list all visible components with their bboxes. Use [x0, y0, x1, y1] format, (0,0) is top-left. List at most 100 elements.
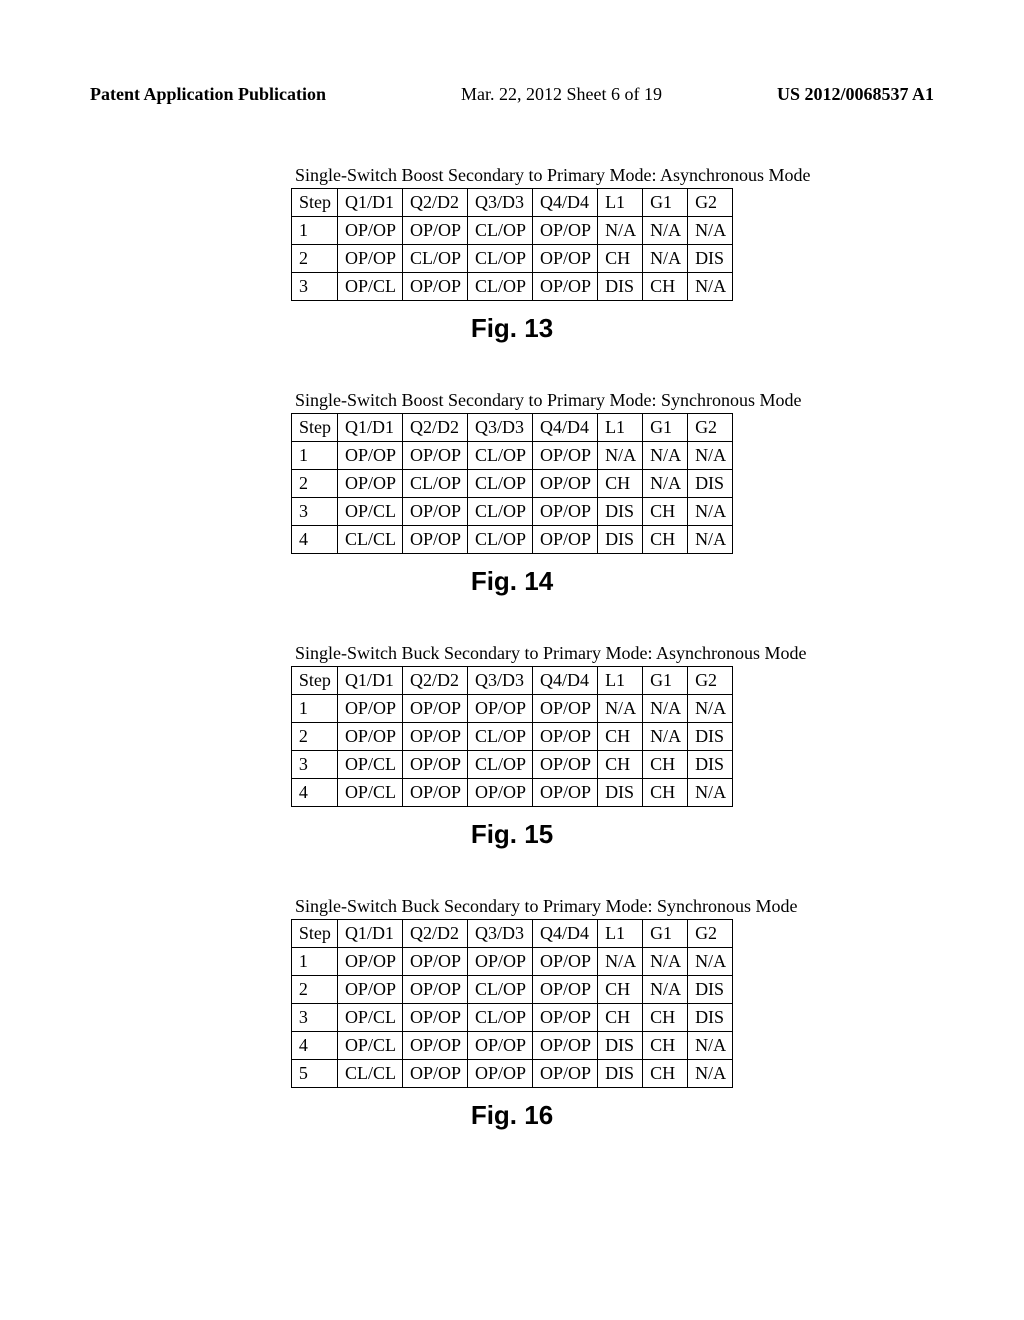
table-cell: 2 — [291, 245, 337, 273]
table-header-cell: Q2/D2 — [402, 414, 467, 442]
figure-label: Fig. 16 — [90, 1100, 934, 1131]
table-cell: CL/OP — [468, 245, 533, 273]
table-row: 2OP/OPOP/OPCL/OPOP/OPCHN/ADIS — [291, 976, 732, 1004]
table-row: 2OP/OPCL/OPCL/OPOP/OPCHN/ADIS — [291, 470, 732, 498]
figure-block: Single-Switch Boost Secondary to Primary… — [90, 165, 934, 344]
table-header-cell: Q1/D1 — [337, 414, 402, 442]
table-cell: OP/CL — [337, 273, 402, 301]
table-cell: CH — [643, 273, 688, 301]
table-cell: OP/OP — [468, 779, 533, 807]
table-cell: OP/OP — [402, 217, 467, 245]
table-cell: 5 — [291, 1060, 337, 1088]
table-row: 2OP/OPOP/OPCL/OPOP/OPCHN/ADIS — [291, 723, 732, 751]
table-cell: N/A — [688, 442, 733, 470]
table-header-cell: Q3/D3 — [468, 920, 533, 948]
table-cell: OP/OP — [337, 695, 402, 723]
table-cell: OP/OP — [337, 723, 402, 751]
table-cell: 1 — [291, 442, 337, 470]
table-header-row: StepQ1/D1Q2/D2Q3/D3Q4/D4L1G1G2 — [291, 920, 732, 948]
table-header-cell: Step — [291, 920, 337, 948]
table-cell: CL/OP — [468, 217, 533, 245]
table-cell: OP/OP — [402, 976, 467, 1004]
table-cell: CH — [598, 245, 643, 273]
table-cell: CH — [598, 751, 643, 779]
table-cell: CL/OP — [468, 498, 533, 526]
table-header-row: StepQ1/D1Q2/D2Q3/D3Q4/D4L1G1G2 — [291, 189, 732, 217]
table-cell: OP/OP — [402, 1004, 467, 1032]
table-header-cell: Q4/D4 — [533, 189, 598, 217]
table-header-cell: Q3/D3 — [468, 667, 533, 695]
table-cell: OP/OP — [402, 695, 467, 723]
table-cell: OP/OP — [337, 245, 402, 273]
table-header-cell: G2 — [688, 920, 733, 948]
table-cell: OP/CL — [337, 751, 402, 779]
table-header-cell: Step — [291, 667, 337, 695]
table-cell: OP/OP — [337, 948, 402, 976]
table-row: 4OP/CLOP/OPOP/OPOP/OPDISCHN/A — [291, 779, 732, 807]
table-header-cell: G2 — [688, 414, 733, 442]
table-caption: Single-Switch Buck Secondary to Primary … — [295, 643, 934, 664]
table-caption: Single-Switch Boost Secondary to Primary… — [295, 165, 934, 186]
table-cell: OP/CL — [337, 1032, 402, 1060]
table-cell: N/A — [688, 526, 733, 554]
table-header-cell: Q2/D2 — [402, 667, 467, 695]
state-table: StepQ1/D1Q2/D2Q3/D3Q4/D4L1G1G21OP/OPOP/O… — [291, 413, 733, 554]
table-cell: 3 — [291, 273, 337, 301]
table-cell: OP/OP — [533, 948, 598, 976]
header-source: Patent Application Publication — [90, 84, 326, 105]
table-cell: OP/OP — [533, 1004, 598, 1032]
table-cell: 4 — [291, 526, 337, 554]
table-header-cell: Q1/D1 — [337, 920, 402, 948]
state-table: StepQ1/D1Q2/D2Q3/D3Q4/D4L1G1G21OP/OPOP/O… — [291, 188, 733, 301]
table-cell: CL/OP — [468, 723, 533, 751]
table-cell: OP/OP — [468, 695, 533, 723]
table-cell: CL/OP — [468, 751, 533, 779]
table-cell: N/A — [598, 217, 643, 245]
table-cell: OP/OP — [533, 273, 598, 301]
table-cell: CH — [643, 1060, 688, 1088]
state-table: StepQ1/D1Q2/D2Q3/D3Q4/D4L1G1G21OP/OPOP/O… — [291, 666, 733, 807]
table-header-cell: Q4/D4 — [533, 920, 598, 948]
table-cell: OP/OP — [533, 1060, 598, 1088]
table-header-cell: Q4/D4 — [533, 414, 598, 442]
table-cell: CL/OP — [402, 470, 467, 498]
table-cell: N/A — [643, 442, 688, 470]
table-row: 4OP/CLOP/OPOP/OPOP/OPDISCHN/A — [291, 1032, 732, 1060]
table-row: 1OP/OPOP/OPCL/OPOP/OPN/AN/AN/A — [291, 442, 732, 470]
table-cell: OP/OP — [337, 976, 402, 1004]
table-cell: N/A — [598, 695, 643, 723]
table-cell: 4 — [291, 779, 337, 807]
table-cell: N/A — [598, 948, 643, 976]
table-cell: 2 — [291, 976, 337, 1004]
table-cell: N/A — [688, 273, 733, 301]
table-cell: 3 — [291, 498, 337, 526]
table-cell: N/A — [643, 245, 688, 273]
table-cell: OP/CL — [337, 1004, 402, 1032]
table-cell: N/A — [643, 948, 688, 976]
table-row: 5CL/CLOP/OPOP/OPOP/OPDISCHN/A — [291, 1060, 732, 1088]
table-cell: DIS — [688, 751, 733, 779]
table-cell: CH — [643, 1032, 688, 1060]
table-cell: 4 — [291, 1032, 337, 1060]
table-cell: CH — [643, 751, 688, 779]
table-caption: Single-Switch Boost Secondary to Primary… — [295, 390, 934, 411]
table-cell: DIS — [688, 470, 733, 498]
table-row: 1OP/OPOP/OPOP/OPOP/OPN/AN/AN/A — [291, 695, 732, 723]
table-row: 2OP/OPCL/OPCL/OPOP/OPCHN/ADIS — [291, 245, 732, 273]
table-cell: CH — [598, 470, 643, 498]
table-header-cell: Q3/D3 — [468, 189, 533, 217]
table-header-cell: Step — [291, 414, 337, 442]
table-cell: OP/OP — [533, 498, 598, 526]
table-cell: CL/CL — [337, 526, 402, 554]
table-cell: 2 — [291, 470, 337, 498]
table-row: 1OP/OPOP/OPOP/OPOP/OPN/AN/AN/A — [291, 948, 732, 976]
table-cell: N/A — [688, 498, 733, 526]
table-cell: DIS — [598, 526, 643, 554]
table-cell: DIS — [688, 723, 733, 751]
figure-block: Single-Switch Buck Secondary to Primary … — [90, 643, 934, 850]
table-cell: DIS — [598, 779, 643, 807]
table-cell: 1 — [291, 948, 337, 976]
table-header-cell: Q1/D1 — [337, 667, 402, 695]
table-header-cell: G2 — [688, 667, 733, 695]
table-cell: CL/OP — [468, 1004, 533, 1032]
